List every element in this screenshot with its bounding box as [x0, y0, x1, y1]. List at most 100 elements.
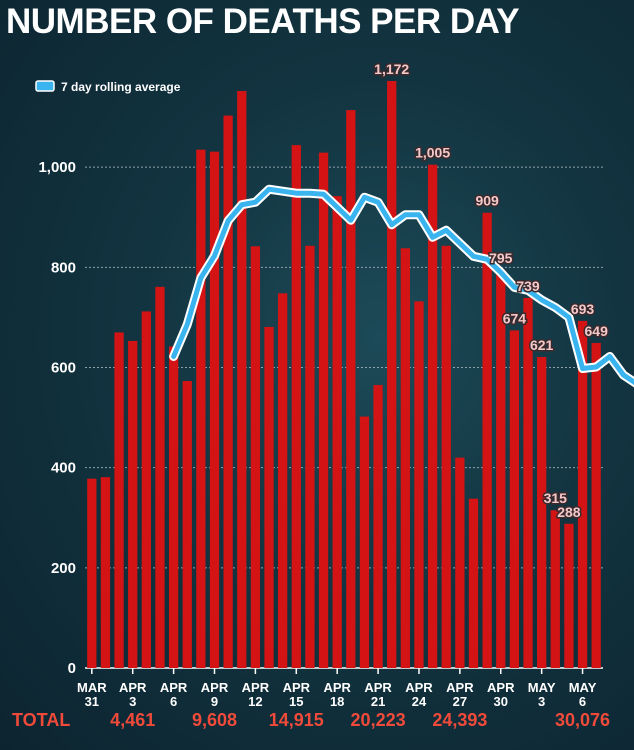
rolling-average-line-path	[171, 186, 634, 385]
bar	[346, 110, 356, 669]
data-label: 621	[530, 337, 554, 353]
total-value: 20,223	[350, 710, 406, 730]
y-tick-label: 200	[51, 560, 76, 577]
x-tick-label-month: APR	[160, 680, 188, 695]
x-tick-label-month: APR	[405, 680, 433, 695]
x-tick-label-month: MAY	[569, 680, 597, 695]
legend-label: 7 day rolling average	[61, 80, 181, 94]
bar	[482, 212, 492, 668]
x-tick-label-month: MAY	[528, 680, 556, 695]
bar	[564, 523, 574, 668]
total-value: 30,076	[555, 710, 611, 730]
totals-label: TOTAL	[12, 710, 71, 730]
x-tick-label-month: APR	[283, 680, 311, 695]
bar	[250, 246, 261, 668]
x-tick-label-month: APR	[487, 680, 515, 695]
data-label: 315	[544, 490, 568, 506]
bar	[414, 301, 424, 668]
x-tick-label-month: MAR	[77, 680, 107, 695]
bar	[509, 330, 520, 668]
data-label: 795	[489, 250, 513, 266]
x-axis-ticks: MAR31APR3APR6APR9APR12APR15APR18APR21APR…	[77, 668, 597, 706]
bar	[550, 510, 560, 668]
x-tick-label-month: APR	[446, 680, 474, 695]
bar	[305, 245, 315, 669]
total-value: 24,393	[432, 710, 488, 730]
bar	[141, 311, 151, 668]
total-value: 4,461	[110, 710, 156, 730]
bar	[427, 164, 438, 668]
bar	[537, 356, 547, 668]
bar	[332, 196, 342, 668]
bar	[455, 457, 465, 668]
y-tick-label: 400	[51, 460, 76, 477]
x-tick-label-day: 21	[371, 694, 385, 706]
x-tick-label-day: 15	[289, 694, 303, 706]
bar	[264, 326, 274, 668]
totals-row: TOTAL 4,461 9,608 14,915 20,223 24,393 30,076	[0, 706, 634, 736]
x-tick-label-day: 12	[248, 694, 262, 706]
rolling-average-line	[169, 184, 634, 388]
chart-title: NUMBER OF DEATHS PER DAY	[6, 2, 520, 41]
bars	[87, 81, 601, 669]
bar	[278, 293, 288, 668]
x-tick-label-month: APR	[323, 680, 351, 695]
data-label: 909	[475, 193, 499, 209]
x-tick-label-month: APR	[242, 680, 270, 695]
bar	[591, 342, 601, 668]
bar	[237, 91, 247, 669]
legend-swatch	[35, 80, 55, 92]
bar	[577, 320, 588, 668]
bar	[155, 286, 165, 668]
x-tick-label-day: 24	[412, 694, 427, 706]
y-tick-label: 0	[68, 660, 76, 677]
x-tick-label-day: 9	[211, 694, 218, 706]
total-value: 9,608	[191, 710, 238, 730]
x-tick-label-day: 3	[129, 694, 136, 706]
bar	[318, 152, 329, 668]
data-label: 288	[557, 504, 581, 520]
bar	[523, 297, 533, 668]
bar	[496, 269, 506, 668]
y-tick-label: 600	[51, 360, 76, 377]
bar	[373, 385, 383, 668]
bar	[359, 416, 370, 668]
y-tick-label: 800	[51, 259, 76, 276]
data-label: 739	[516, 278, 540, 294]
x-tick-label-month: APR	[364, 680, 392, 695]
data-label: 649	[585, 323, 609, 339]
bar	[100, 477, 111, 668]
bar	[128, 340, 138, 668]
x-tick-label-month: APR	[201, 680, 229, 695]
legend: 7 day rolling average	[35, 80, 181, 94]
bar	[387, 81, 397, 669]
bar	[196, 149, 206, 668]
bar	[400, 248, 410, 668]
data-label: 1,005	[415, 145, 450, 161]
bar	[114, 332, 124, 668]
x-tick-label-day: 6	[579, 694, 586, 706]
bar	[209, 151, 220, 668]
y-axis-ticks: 0 200 400 600 800 1,000	[38, 159, 76, 677]
total-value: 14,915	[268, 710, 324, 730]
data-label: 1,172	[374, 61, 409, 77]
bar	[182, 381, 192, 668]
x-tick-label-month: APR	[119, 680, 147, 695]
bar	[441, 245, 451, 669]
bar	[87, 478, 97, 668]
bar	[168, 346, 179, 668]
x-tick-label-day: 27	[453, 694, 467, 706]
data-label: 693	[571, 301, 595, 317]
bar	[223, 115, 233, 669]
y-tick-label: 1,000	[38, 159, 76, 176]
bar	[291, 145, 301, 668]
x-tick-label-day: 18	[330, 694, 344, 706]
deaths-chart: 0 200 400 600 800 1,000 1,172 1,005 909 795 674 73…	[35, 59, 634, 706]
x-tick-label-day: 31	[85, 694, 99, 706]
x-tick-label-day: 3	[538, 694, 545, 706]
x-tick-label-day: 30	[494, 694, 508, 706]
x-tick-label-day: 6	[170, 694, 177, 706]
data-label: 674	[503, 310, 527, 326]
bar	[468, 498, 479, 668]
